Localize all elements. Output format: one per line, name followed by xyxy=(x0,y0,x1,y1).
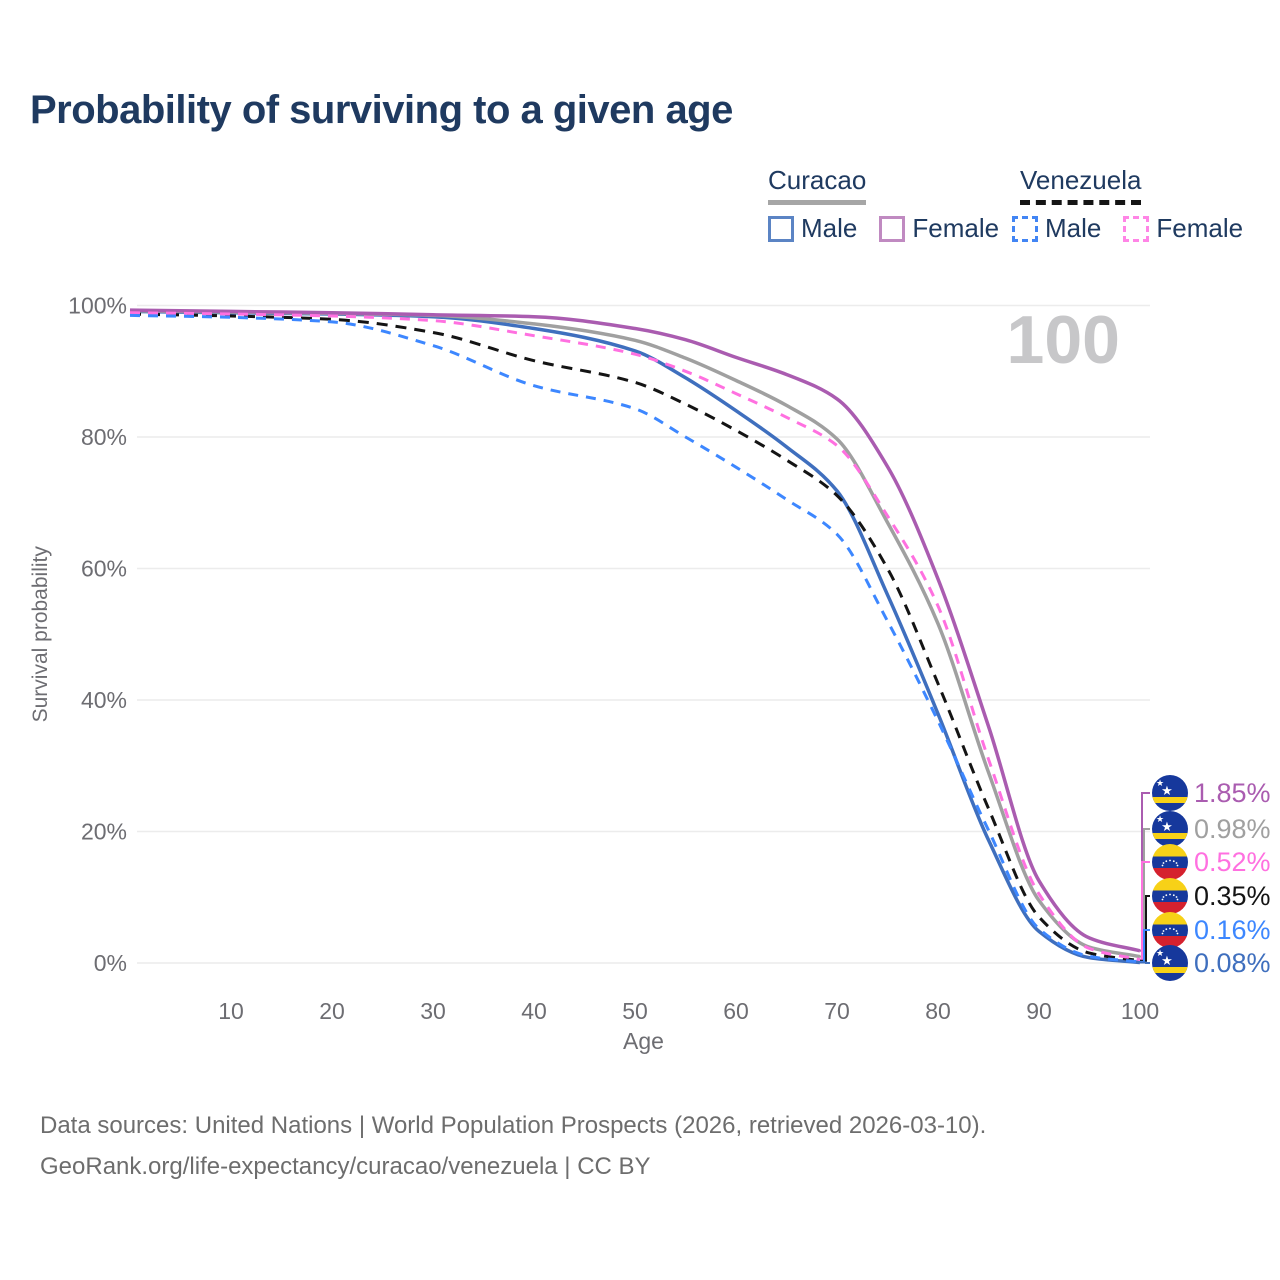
curve-venezuela-both-sexes xyxy=(129,312,1141,963)
x-tick-label-100: 100 xyxy=(1121,998,1159,1024)
x-axis-title: Age xyxy=(623,1028,664,1054)
leader-line-curacao-male xyxy=(1140,961,1150,964)
y-axis-title: Survival probability xyxy=(29,546,52,723)
y-tick-label-80: 80% xyxy=(81,424,127,450)
legend-items-venezuela: Male Female xyxy=(1012,213,1243,244)
end-label-curacao-female: 1.85% xyxy=(1194,778,1271,808)
legend-header-venezuela: Venezuela xyxy=(1020,165,1142,205)
leader-line-venezuela-female xyxy=(1140,861,1150,961)
curve-venezuela-female xyxy=(129,311,1141,962)
legend-item-venezuela-female[interactable]: Female xyxy=(1123,213,1243,244)
curacao-flag-icon: ★★ xyxy=(1152,811,1188,847)
svg-text:★: ★ xyxy=(1156,814,1164,824)
end-label-venezuela-female: 0.52% xyxy=(1194,847,1271,877)
footer-attribution-link: GeoRank.org/life-expectancy/curacao/vene… xyxy=(40,1153,651,1180)
svg-text:★: ★ xyxy=(1156,778,1164,788)
x-tick-label-80: 80 xyxy=(925,998,951,1024)
footer-data-sources: Data sources: United Nations | World Pop… xyxy=(40,1112,987,1139)
svg-text:★: ★ xyxy=(1161,953,1173,968)
legend-label-curacao-male: Male xyxy=(801,213,858,243)
end-label-venezuela-male: 0.16% xyxy=(1194,915,1271,945)
x-tick-label-60: 60 xyxy=(723,998,749,1024)
y-tick-label-40: 40% xyxy=(81,687,127,713)
legend-label-curacao-female: Female xyxy=(912,213,1000,243)
footer: Data sources: United Nations | World Pop… xyxy=(40,1105,986,1187)
legend-item-curacao-female[interactable]: Female xyxy=(879,213,999,244)
y-tick-label-0: 0% xyxy=(94,950,127,976)
svg-text:★: ★ xyxy=(1156,948,1164,958)
x-tick-label-30: 30 xyxy=(420,998,446,1024)
legend-header-curacao: Curacao xyxy=(768,165,867,205)
legend-label-venezuela-female: Female xyxy=(1156,213,1244,243)
end-label-curacao-both-sexes: 0.98% xyxy=(1194,814,1271,844)
legend-label-venezuela-male: Male xyxy=(1045,213,1102,243)
curacao-flag-icon: ★★ xyxy=(1152,775,1188,811)
venezuela-flag-icon xyxy=(1152,844,1188,880)
curve-venezuela-male xyxy=(129,313,1141,964)
curve-curacao-both-sexes xyxy=(129,309,1141,959)
x-tick-label-20: 20 xyxy=(319,998,345,1024)
legend-group-venezuela: Venezuela Male Female xyxy=(1012,165,1243,244)
venezuela-flag-icon xyxy=(1152,878,1188,914)
x-tick-label-50: 50 xyxy=(622,998,648,1024)
svg-text:★: ★ xyxy=(1161,819,1173,834)
end-label-venezuela-both-sexes: 0.35% xyxy=(1194,881,1271,911)
page-title: Probability of surviving to a given age xyxy=(30,88,733,132)
legend-item-venezuela-male[interactable]: Male xyxy=(1012,213,1101,244)
curve-curacao-female xyxy=(129,308,1141,953)
age-watermark: 100 xyxy=(1007,302,1120,378)
curacao-flag-icon: ★★ xyxy=(1152,945,1188,981)
venezuela-male-swatch-icon xyxy=(1012,215,1038,242)
venezuela-flag-icon xyxy=(1152,912,1188,948)
x-tick-label-40: 40 xyxy=(521,998,547,1024)
end-label-curacao-male: 0.08% xyxy=(1194,948,1271,978)
curve-curacao-male xyxy=(129,309,1141,965)
x-tick-label-70: 70 xyxy=(824,998,850,1024)
legend-group-curacao: Curacao Male Female xyxy=(768,165,999,244)
y-tick-label-100: 100% xyxy=(68,293,127,319)
x-tick-label-10: 10 xyxy=(218,998,244,1024)
x-tick-label-90: 90 xyxy=(1026,998,1052,1024)
y-tick-label-60: 60% xyxy=(81,556,127,582)
curacao-male-swatch-icon xyxy=(768,215,794,242)
curacao-female-swatch-icon xyxy=(879,215,906,242)
legend-item-curacao-male[interactable]: Male xyxy=(768,213,857,244)
y-tick-label-20: 20% xyxy=(81,819,127,845)
svg-text:★: ★ xyxy=(1161,783,1173,798)
legend-items-curacao: Male Female xyxy=(768,213,999,244)
venezuela-female-swatch-icon xyxy=(1123,215,1150,242)
